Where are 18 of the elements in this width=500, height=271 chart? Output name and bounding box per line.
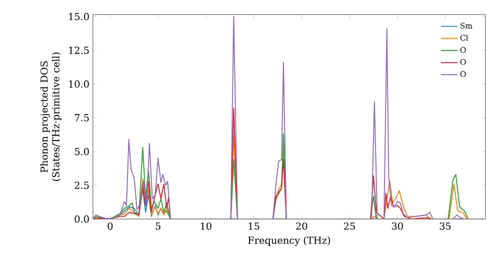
- y-tick-label: 7.5: [74, 114, 89, 122]
- x-tick-label: 15: [248, 222, 260, 230]
- x-tick-label: 25: [344, 222, 355, 230]
- x-tick-label: 35: [440, 222, 451, 230]
- x-tick-label: 5: [156, 222, 160, 230]
- x-axis-title: Frequency (THz): [248, 236, 330, 246]
- x-tick-label: 10: [200, 222, 212, 230]
- y-tick-label: 5.0: [74, 148, 89, 156]
- y-axis-title: Phonon projected DOS (States/THz·primitive cell): [40, 52, 62, 181]
- y-tick-label: 15.0: [69, 12, 89, 20]
- x-tick-label: 20: [296, 222, 308, 230]
- x-tick-label: 0: [108, 222, 113, 230]
- y-tick-label: 12.5: [69, 46, 89, 54]
- y-tick-label: 0.0: [74, 215, 89, 223]
- x-tick-label: 30: [392, 222, 403, 230]
- line-series: [92, 16, 486, 219]
- y-tick-label: 2.5: [74, 181, 89, 189]
- y-tick-label: 10.0: [69, 80, 89, 88]
